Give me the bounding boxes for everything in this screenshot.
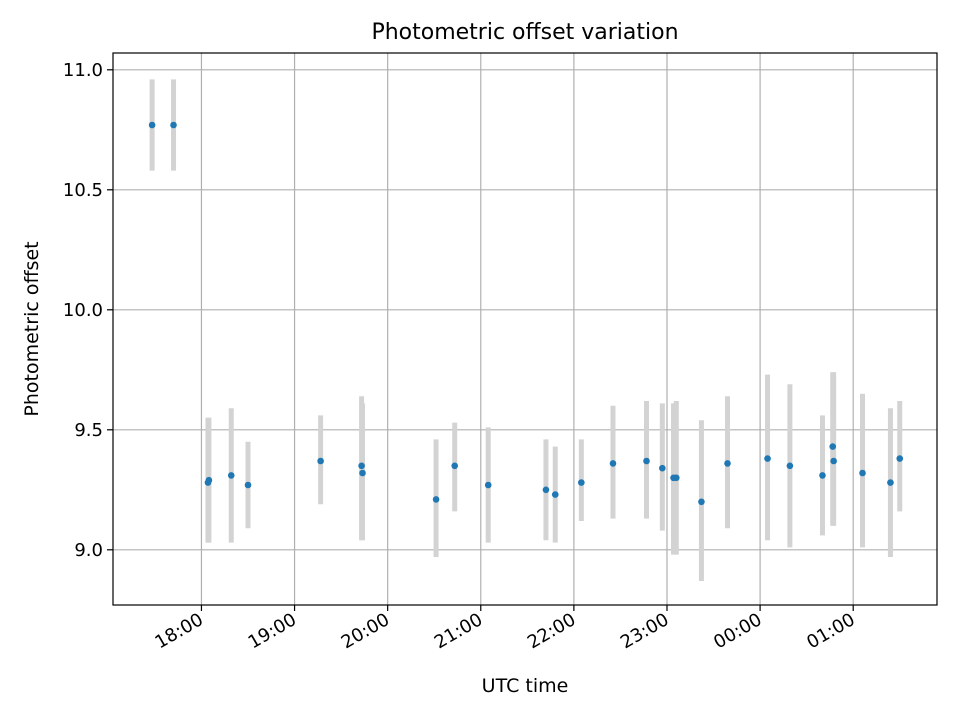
x-axis-label: UTC time [482,675,569,697]
data-point-26 [830,457,837,465]
y-tick-label-2: 10.0 [63,300,103,321]
data-point-20 [698,498,705,506]
data-point-6 [317,457,324,465]
data-point-10 [451,462,459,470]
data-point-0 [148,121,156,129]
data-point-24 [819,472,826,479]
y-tick-label-0: 9.0 [74,540,103,561]
data-point-25 [829,443,837,450]
data-point-17 [659,464,666,472]
y-axis-ticks: 9.0 9.5 10.0 10.5 11.0 [63,60,113,561]
y-tick-label-4: 11.0 [63,60,103,81]
data-point-19 [672,474,680,482]
data-point-28 [887,479,894,486]
data-point-16 [643,457,650,465]
data-point-1 [170,121,177,129]
plot-area-frame [112,52,938,606]
data-point-13 [551,491,559,498]
data-point-12 [542,486,550,494]
data-point-4 [227,472,235,479]
y-tick-label-3: 10.5 [63,180,103,201]
data-point-3 [205,476,213,484]
data-point-15 [609,460,617,467]
y-axis-label: Photometric offset [21,241,43,416]
data-point-23 [786,462,794,470]
data-point-29 [896,455,904,462]
data-point-22 [764,455,771,462]
data-point-8 [359,469,366,477]
data-points [148,121,904,506]
data-point-5 [244,481,252,489]
data-point-9 [432,496,440,503]
y-tick-label-1: 9.5 [74,420,103,441]
data-point-14 [578,479,585,486]
chart-title: Photometric offset variation [371,20,678,45]
grid-lines [113,53,937,605]
data-point-21 [724,460,731,467]
data-point-11 [484,481,492,489]
data-point-27 [859,469,866,477]
data-point-7 [358,462,365,470]
